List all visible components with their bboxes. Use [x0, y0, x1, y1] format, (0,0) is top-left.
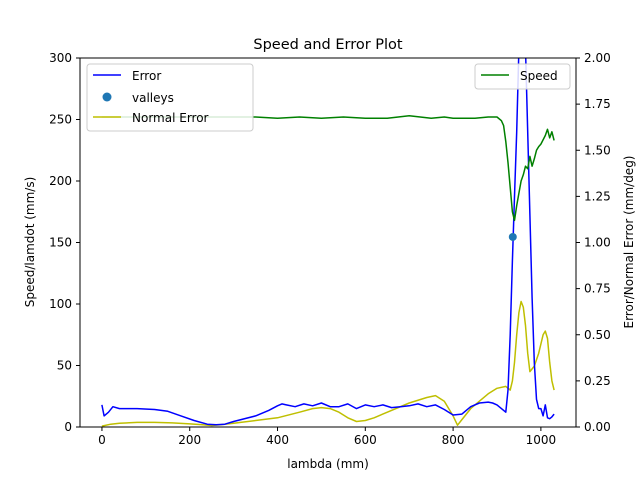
- x-axis-label: lambda (mm): [287, 457, 369, 471]
- x-tick-label: 1000: [526, 433, 557, 447]
- legend-left: Error valleys Normal Error: [86, 63, 254, 132]
- legend-label-normal-error: Normal Error: [132, 111, 209, 125]
- y-right-tick-label: 1.00: [584, 236, 611, 250]
- x-tick-label: 800: [442, 433, 465, 447]
- x-tick-label: 400: [266, 433, 289, 447]
- y-right-tick-label: 0.75: [584, 282, 611, 296]
- legend-left-box: [86, 63, 254, 132]
- y-left-tick-label: 150: [49, 236, 72, 250]
- chart-title: Speed and Error Plot: [253, 37, 403, 53]
- legend-label-speed: Speed: [520, 69, 558, 83]
- legend-right: Speed: [474, 63, 571, 90]
- y-left-tick-label: 0: [64, 420, 72, 434]
- legend-label-valleys: valleys: [132, 91, 174, 105]
- y-left-tick-label: 100: [49, 297, 72, 311]
- y-axis-label-right: Error/Normal Error (mm/deg): [622, 156, 636, 329]
- x-tick-label: 600: [354, 433, 377, 447]
- y-right-tick-label: 0.00: [584, 420, 611, 434]
- legend-label-error: Error: [132, 69, 161, 83]
- y-left-tick-label: 50: [57, 359, 72, 373]
- y-left-tick-label: 200: [49, 174, 72, 188]
- y-left-tick-label: 300: [49, 51, 72, 65]
- y-right-tick-label: 1.25: [584, 189, 611, 203]
- y-right-tick-label: 1.75: [584, 97, 611, 111]
- valley-point: [508, 232, 517, 241]
- y-right-tick-label: 1.50: [584, 143, 611, 157]
- x-tick-label: 200: [178, 433, 201, 447]
- series-error: [101, 58, 555, 426]
- y-right-tick-label: 0.25: [584, 374, 611, 388]
- y-left-tick-label: 250: [49, 113, 72, 127]
- y-axis-label-left: Speed/lamdot (mm/s): [23, 177, 37, 308]
- legend-right-box: [474, 63, 571, 90]
- y-right-tick-label: 2.00: [584, 51, 611, 65]
- axes: 0 200 400 600 800 1000 0 50 100 150 200 250 300 0.00 0…: [49, 51, 611, 447]
- legend-swatch-valleys: [102, 92, 112, 102]
- x-tick-label: 0: [98, 433, 106, 447]
- y-right-tick-label: 0.50: [584, 328, 611, 342]
